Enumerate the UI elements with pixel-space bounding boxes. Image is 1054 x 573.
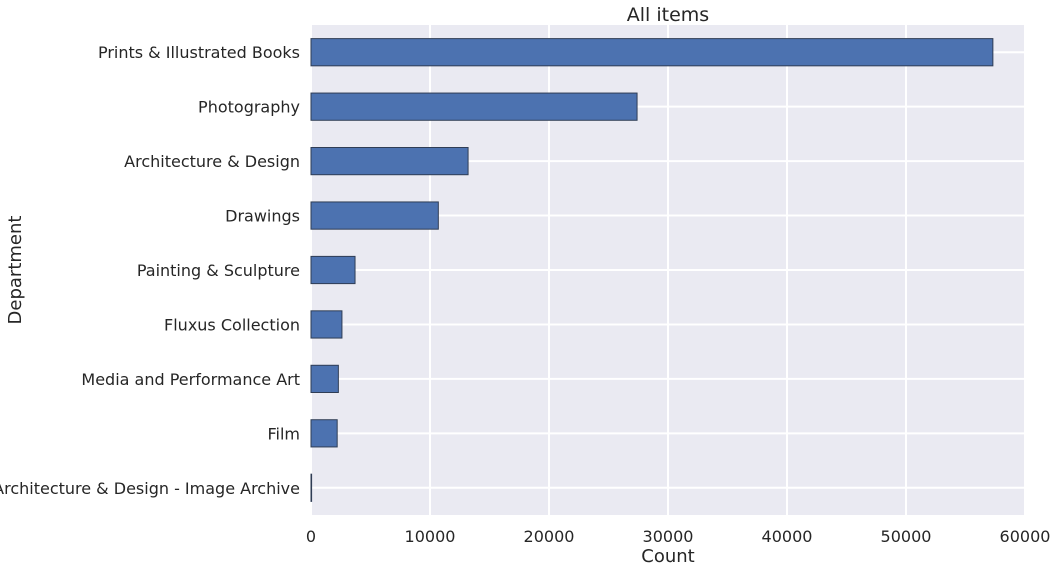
y-axis-label: Department [5,216,26,325]
chart-title: All items [627,4,709,26]
bar [310,419,338,448]
y-axis-category-labels: Prints & Illustrated Books Photography Arc… [0,43,300,498]
category-label: Architecture & Design - Image Archive [0,479,300,498]
category-label: Drawings [225,207,300,226]
bar [310,201,439,230]
bar [310,310,343,339]
x-tick-label: 30000 [643,527,694,546]
bar [310,364,339,393]
bar [310,255,356,285]
category-label: Photography [198,98,300,117]
x-tick-label: 0 [306,527,316,546]
category-label: Prints & Illustrated Books [98,43,300,62]
category-label: Painting & Sculpture [137,261,300,280]
x-axis-ticks: 0 10000 20000 30000 40000 50000 60000 [306,527,1051,546]
x-tick-label: 40000 [762,527,813,546]
x-tick-label: 20000 [524,527,575,546]
bar [310,147,469,176]
bars [310,38,994,502]
bar [310,473,313,502]
x-tick-label: 50000 [881,527,932,546]
bar [310,38,994,67]
category-label: Film [267,424,300,443]
x-tick-label: 10000 [405,527,456,546]
x-tick-label: 60000 [1000,527,1051,546]
category-label: Fluxus Collection [164,315,300,334]
category-label: Architecture & Design [124,152,300,171]
x-axis-label: Count [641,546,694,567]
category-label: Media and Performance Art [81,370,300,389]
bar [310,92,638,121]
